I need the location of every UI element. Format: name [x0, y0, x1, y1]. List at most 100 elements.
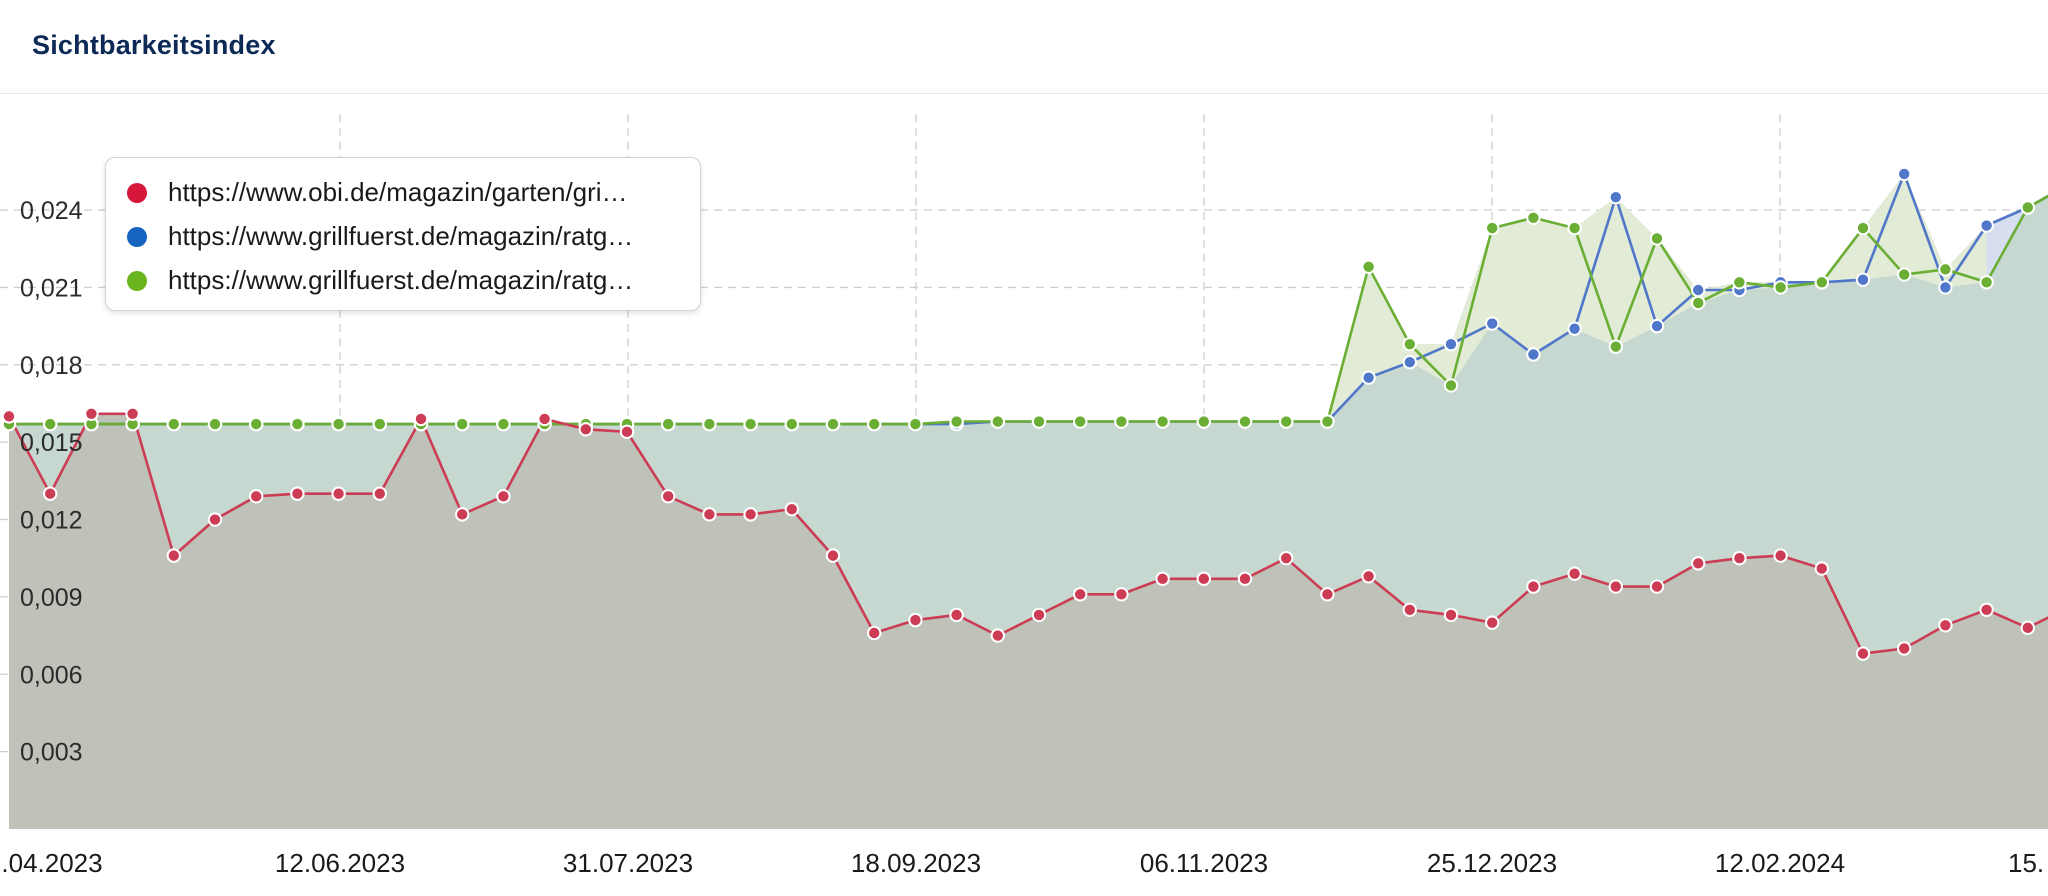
data-point[interactable] — [908, 612, 923, 628]
data-point[interactable] — [949, 414, 964, 429]
data-point[interactable] — [372, 416, 387, 432]
data-point[interactable] — [1114, 414, 1129, 429]
data-point[interactable] — [1402, 336, 1418, 352]
data-point[interactable] — [1320, 414, 1335, 429]
data-point[interactable] — [743, 416, 758, 432]
data-point[interactable] — [1608, 339, 1624, 354]
data-point[interactable] — [496, 416, 511, 432]
data-point[interactable] — [1485, 316, 1500, 331]
data-point[interactable] — [1773, 548, 1788, 563]
data-point[interactable] — [537, 411, 552, 427]
data-point[interactable] — [1897, 166, 1912, 182]
data-point[interactable] — [166, 548, 182, 563]
data-point[interactable] — [1237, 571, 1253, 587]
data-point[interactable] — [1938, 618, 1953, 633]
data-point[interactable] — [1732, 551, 1747, 566]
data-point[interactable] — [825, 416, 841, 432]
data-point[interactable] — [1196, 571, 1212, 587]
data-point[interactable] — [1938, 280, 1953, 295]
data-point[interactable] — [1608, 579, 1624, 594]
data-point[interactable] — [661, 416, 676, 432]
data-point[interactable] — [1279, 414, 1294, 429]
data-point[interactable] — [1938, 262, 1953, 277]
data-point[interactable] — [1691, 556, 1706, 571]
data-point[interactable] — [455, 416, 470, 432]
data-point[interactable] — [166, 416, 182, 432]
data-point[interactable] — [331, 416, 346, 432]
data-point[interactable] — [784, 416, 799, 432]
data-point[interactable] — [249, 489, 264, 504]
data-point[interactable] — [1279, 551, 1294, 566]
data-point[interactable] — [1897, 641, 1912, 656]
data-point[interactable] — [784, 502, 799, 517]
data-point[interactable] — [867, 416, 882, 432]
data-point[interactable] — [455, 507, 470, 522]
data-point[interactable] — [1320, 587, 1335, 602]
data-point[interactable] — [1114, 587, 1129, 602]
data-point[interactable] — [1691, 295, 1706, 311]
data-point[interactable] — [1031, 607, 1047, 623]
data-point[interactable] — [43, 486, 58, 501]
data-point[interactable] — [702, 507, 717, 522]
data-point[interactable] — [372, 486, 387, 501]
data-point[interactable] — [1691, 282, 1706, 298]
data-point[interactable] — [1443, 378, 1459, 393]
data-point[interactable] — [1361, 259, 1376, 274]
data-point[interactable] — [990, 414, 1005, 429]
data-point[interactable] — [1855, 272, 1871, 287]
legend-item-grillfuerst-1[interactable]: https://www.grillfuerst.de/magazin/ratg… — [106, 216, 700, 260]
data-point[interactable] — [1443, 607, 1459, 623]
data-point[interactable] — [1237, 414, 1253, 429]
data-point[interactable] — [1897, 267, 1912, 282]
data-point[interactable] — [1979, 275, 1994, 290]
data-point[interactable] — [867, 625, 882, 641]
data-point[interactable] — [2020, 200, 2036, 215]
data-point[interactable] — [949, 607, 964, 623]
data-point[interactable] — [1155, 414, 1170, 429]
data-point[interactable] — [1, 409, 17, 424]
data-point[interactable] — [1567, 321, 1582, 336]
data-point[interactable] — [1485, 220, 1500, 236]
data-point[interactable] — [1732, 275, 1747, 290]
data-point[interactable] — [1443, 336, 1459, 352]
legend-item-obi[interactable]: https://www.obi.de/magazin/garten/gri… — [106, 172, 700, 216]
data-point[interactable] — [1567, 566, 1582, 581]
data-point[interactable] — [1073, 587, 1088, 602]
data-point[interactable] — [1814, 561, 1830, 576]
data-point[interactable] — [1073, 414, 1088, 429]
data-point[interactable] — [1814, 275, 1830, 290]
data-point[interactable] — [1649, 231, 1665, 246]
data-point[interactable] — [290, 486, 305, 501]
data-point[interactable] — [578, 422, 593, 437]
data-point[interactable] — [990, 628, 1005, 643]
data-point[interactable] — [661, 489, 676, 504]
data-point[interactable] — [1361, 370, 1376, 385]
data-point[interactable] — [1526, 347, 1541, 362]
data-point[interactable] — [1608, 189, 1624, 205]
data-point[interactable] — [207, 416, 223, 432]
data-point[interactable] — [1979, 602, 1994, 617]
data-point[interactable] — [413, 411, 429, 427]
data-point[interactable] — [249, 416, 264, 432]
data-point[interactable] — [619, 424, 635, 440]
data-point[interactable] — [908, 416, 923, 432]
data-point[interactable] — [1773, 280, 1788, 295]
data-point[interactable] — [702, 416, 717, 432]
data-point[interactable] — [743, 507, 758, 522]
data-point[interactable] — [825, 548, 841, 563]
data-point[interactable] — [1649, 579, 1665, 594]
data-point[interactable] — [1155, 571, 1170, 587]
data-point[interactable] — [1855, 646, 1871, 661]
data-point[interactable] — [1361, 569, 1376, 584]
data-point[interactable] — [1855, 220, 1871, 236]
data-point[interactable] — [496, 489, 511, 504]
data-point[interactable] — [1979, 218, 1994, 233]
legend-item-grillfuerst-2[interactable]: https://www.grillfuerst.de/magazin/ratg… — [106, 260, 700, 304]
data-point[interactable] — [84, 406, 99, 421]
data-point[interactable] — [1485, 615, 1500, 630]
data-point[interactable] — [2020, 620, 2036, 636]
data-point[interactable] — [125, 406, 140, 421]
data-point[interactable] — [331, 486, 346, 501]
data-point[interactable] — [1526, 210, 1541, 225]
data-point[interactable] — [1402, 355, 1418, 370]
